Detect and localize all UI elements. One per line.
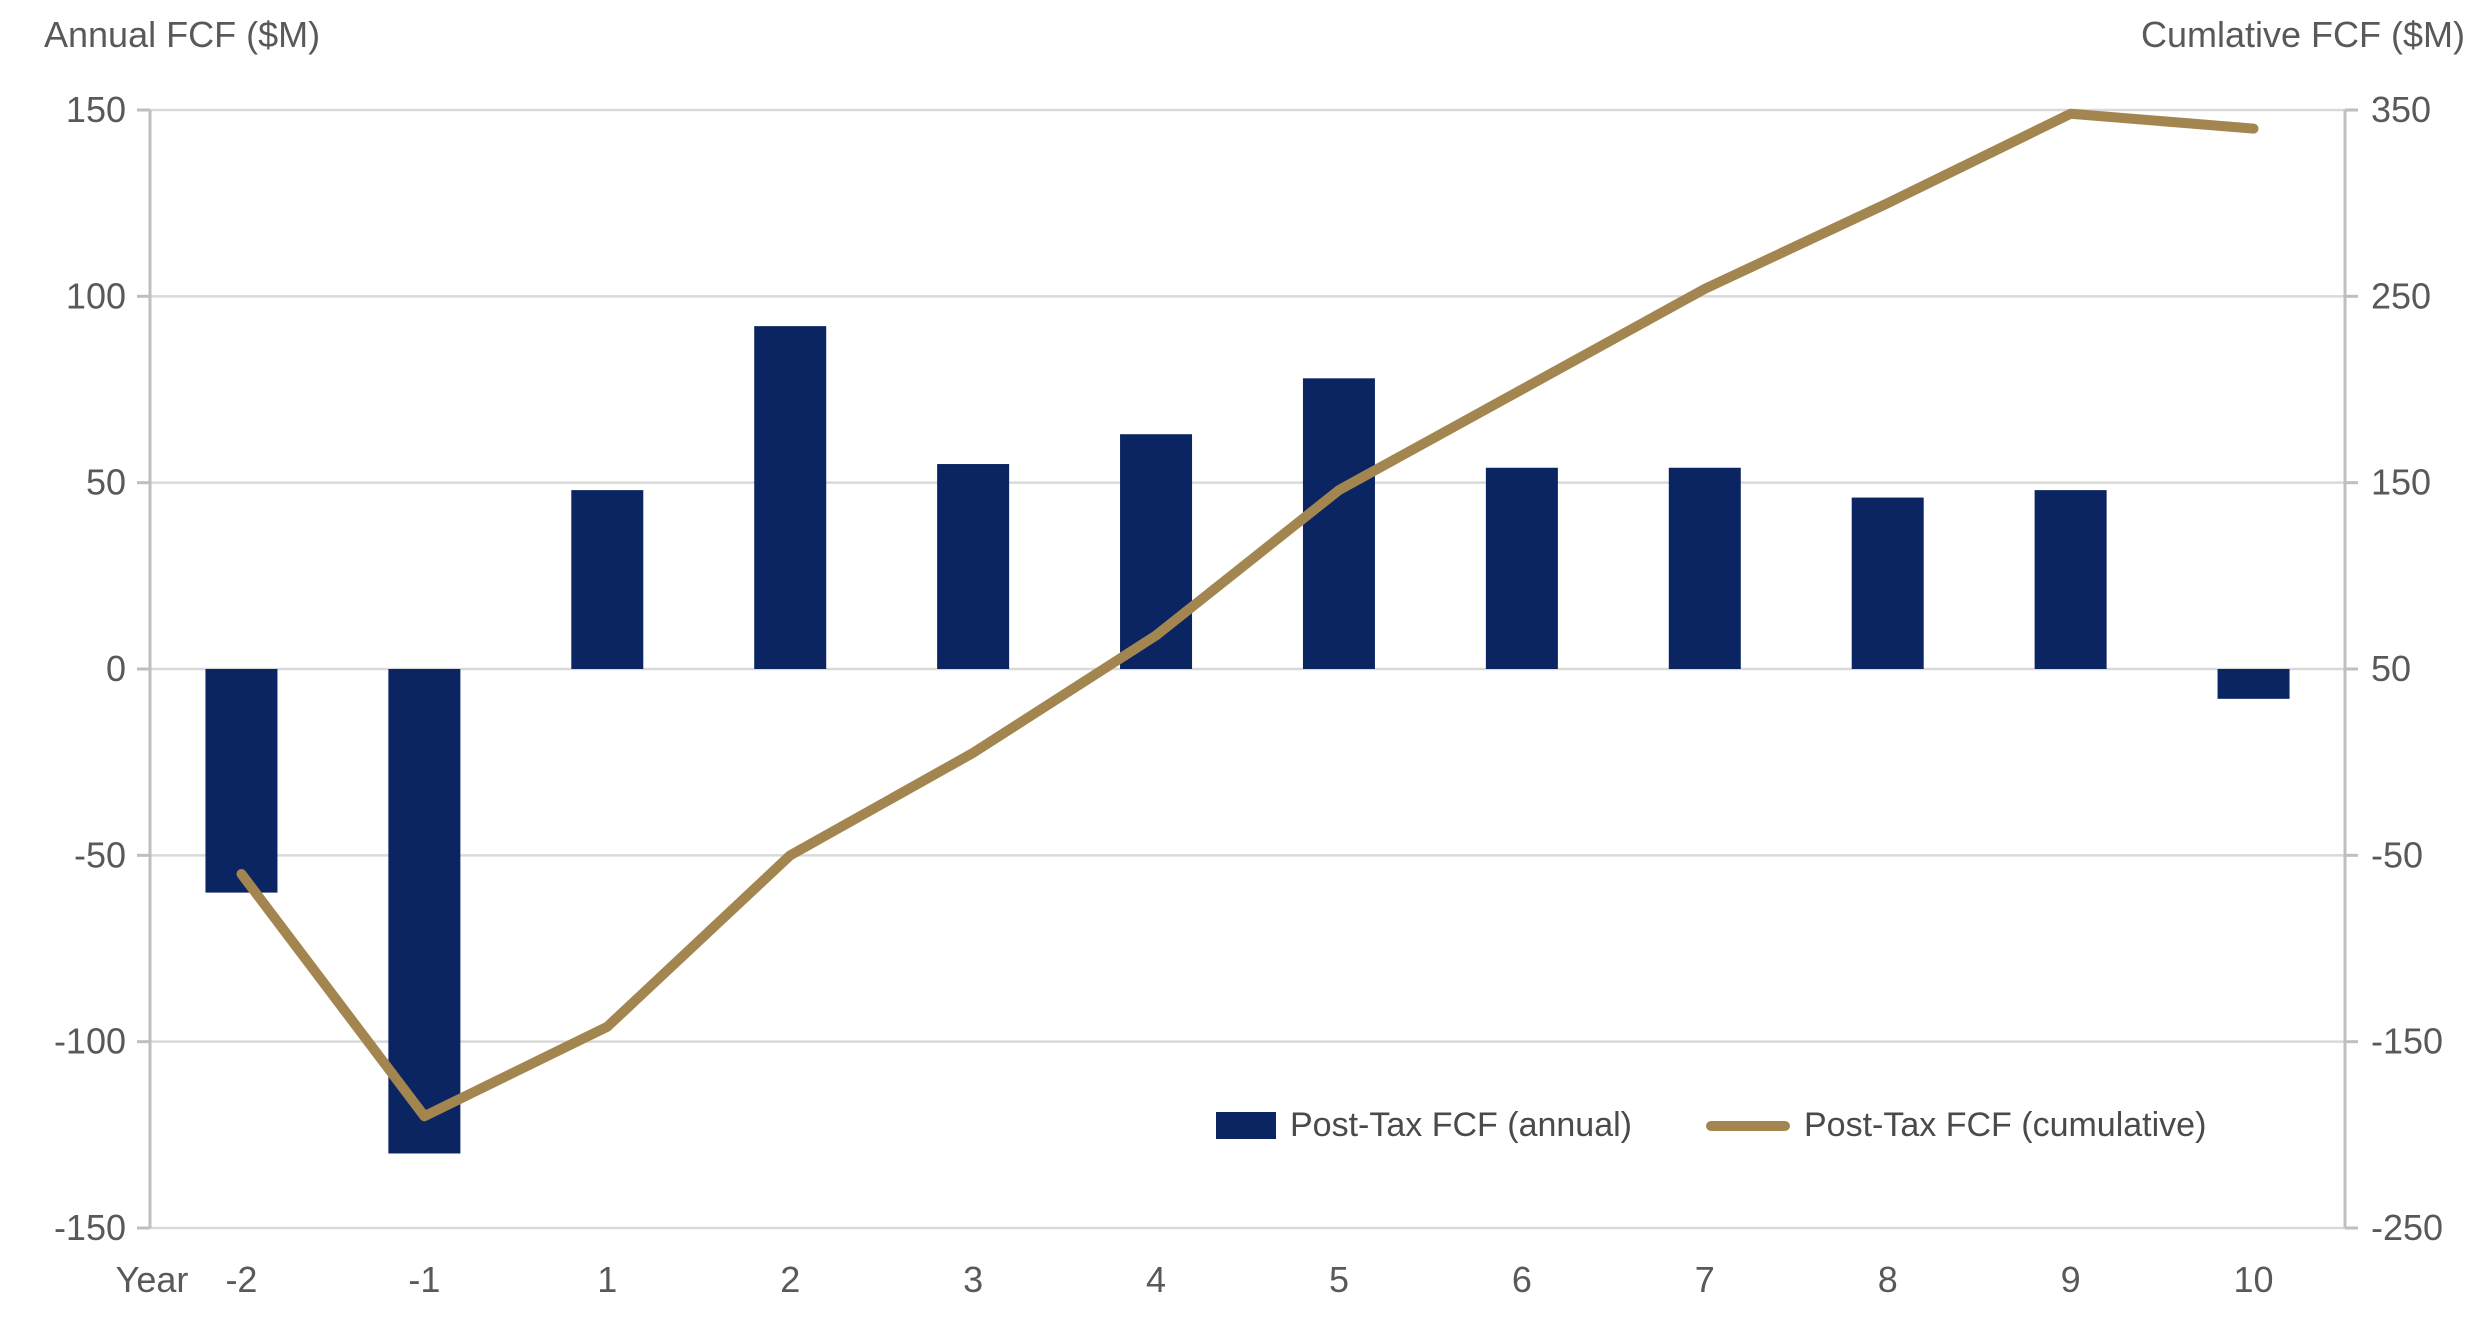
right-axis-title: Cumlative FCF ($M): [2140, 14, 2465, 55]
bar-2: [754, 326, 827, 669]
axes: [137, 108, 2358, 1230]
legend: Post-Tax FCF (annual) Post-Tax FCF (cumu…: [1216, 1106, 2206, 1145]
bar-5: [1302, 378, 1375, 669]
x-tick-label-3: 3: [963, 1259, 983, 1300]
x-tick-label--1: -1: [408, 1259, 440, 1300]
left-tick-label--150: -150: [54, 1207, 126, 1248]
legend-label-annual: Post-Tax FCF (annual): [1290, 1106, 1632, 1144]
bar--2: [205, 669, 278, 893]
legend-line-swatch: [1706, 1120, 1790, 1131]
left-axis-title: Annual FCF ($M): [44, 14, 321, 55]
x-axis-label: Year: [116, 1259, 189, 1300]
x-tick-label-8: 8: [1878, 1259, 1898, 1300]
x-tick-label-1: 1: [597, 1259, 617, 1300]
bar-9: [2034, 490, 2107, 669]
legend-bar-swatch: [1216, 1112, 1276, 1139]
x-tick-label-6: 6: [1512, 1259, 1532, 1300]
cumulative-line: [236, 108, 2259, 1122]
left-tick-label-0: 0: [106, 648, 126, 689]
left-tick-label-100: 100: [66, 275, 126, 316]
bar--1: [388, 669, 461, 1154]
tick-labels: 150 100 50 0 -50 -100 -150 350 250 150 50 -50 -150 -2…: [54, 89, 2443, 1300]
bar-8: [1851, 497, 1924, 669]
legend-item-cumulative: Post-Tax FCF (cumulative): [1706, 1106, 2206, 1145]
right-tick-label-250: 250: [2371, 275, 2431, 316]
right-tick-label-50: 50: [2371, 648, 2411, 689]
x-tick-label-7: 7: [1695, 1259, 1715, 1300]
right-tick-label--150: -150: [2371, 1021, 2443, 1062]
right-tick-label--250: -250: [2371, 1207, 2443, 1248]
legend-item-annual: Post-Tax FCF (annual): [1216, 1106, 1632, 1145]
left-tick-label-150: 150: [66, 89, 126, 130]
bar-1: [571, 490, 644, 669]
x-tick-label-9: 9: [2061, 1259, 2081, 1300]
bar-series: [205, 326, 2290, 1154]
x-tick-label-4: 4: [1146, 1259, 1166, 1300]
right-tick-label-150: 150: [2371, 462, 2431, 503]
x-tick-label-10: 10: [2234, 1259, 2274, 1300]
bar-7: [1668, 467, 1741, 669]
legend-label-cumulative: Post-Tax FCF (cumulative): [1804, 1106, 2207, 1144]
right-tick-label--50: -50: [2371, 834, 2423, 875]
gridlines: [150, 108, 2345, 1230]
x-tick-label-2: 2: [780, 1259, 800, 1300]
x-tick-label--2: -2: [225, 1259, 257, 1300]
bar-10: [2217, 669, 2290, 699]
left-tick-label--50: -50: [74, 834, 126, 875]
right-tick-label-350: 350: [2371, 89, 2431, 130]
left-tick-label--100: -100: [54, 1021, 126, 1062]
bar-6: [1485, 467, 1558, 669]
bar-3: [937, 464, 1010, 669]
left-tick-label-50: 50: [86, 462, 126, 503]
x-tick-label-5: 5: [1329, 1259, 1349, 1300]
